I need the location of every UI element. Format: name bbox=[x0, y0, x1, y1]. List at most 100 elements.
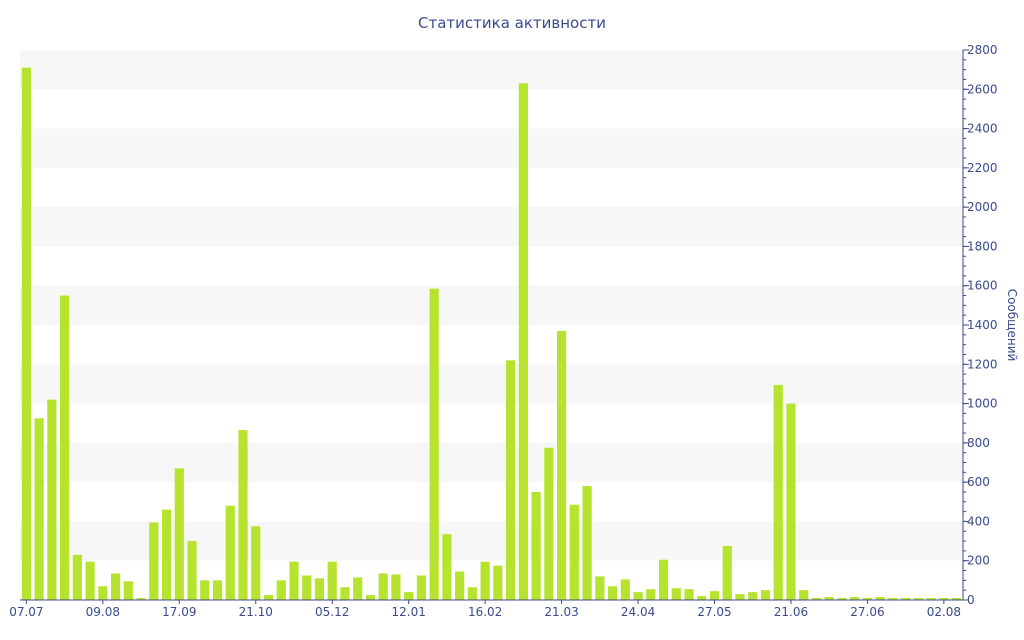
bar bbox=[875, 597, 885, 600]
background-band bbox=[20, 285, 963, 325]
background-band bbox=[20, 128, 963, 168]
bar bbox=[952, 598, 962, 600]
bar bbox=[709, 591, 720, 600]
bar bbox=[799, 590, 809, 600]
y-tick-label: 2400 bbox=[967, 122, 998, 136]
bar bbox=[200, 580, 210, 600]
x-tick-label: 21.03 bbox=[544, 605, 578, 619]
x-tick-label: 16.02 bbox=[468, 605, 502, 619]
chart-title: Статистика активности bbox=[418, 14, 606, 32]
bar bbox=[493, 565, 503, 600]
y-axis-label: Сообщений bbox=[1005, 289, 1019, 362]
bar bbox=[531, 491, 541, 600]
x-axis: 07.07 09.08 17.09 21.10 05.12 12.01 16.02 21.03… bbox=[9, 599, 963, 619]
background-band bbox=[20, 50, 963, 90]
bar bbox=[404, 592, 414, 600]
bar bbox=[212, 580, 223, 600]
y-tick-label: 1000 bbox=[967, 397, 998, 411]
bar bbox=[646, 589, 656, 600]
y-tick-label: 2000 bbox=[967, 200, 998, 214]
bar bbox=[314, 578, 325, 600]
bar bbox=[391, 574, 401, 600]
bar bbox=[340, 587, 350, 600]
bar bbox=[161, 509, 172, 600]
bar bbox=[416, 575, 426, 600]
x-tick-label: 05.12 bbox=[315, 605, 349, 619]
bar bbox=[136, 598, 146, 600]
bar bbox=[862, 598, 873, 600]
bar bbox=[607, 586, 618, 600]
bar bbox=[760, 590, 771, 600]
bar bbox=[569, 504, 579, 600]
bar bbox=[251, 526, 261, 600]
bar bbox=[174, 468, 184, 600]
bar bbox=[467, 587, 477, 600]
y-tick-label: 0 bbox=[967, 593, 975, 607]
background-band bbox=[20, 521, 963, 561]
bar bbox=[684, 589, 694, 600]
bar bbox=[276, 580, 286, 600]
bar bbox=[824, 597, 834, 600]
bar bbox=[353, 577, 363, 600]
bar bbox=[98, 586, 108, 600]
bar bbox=[289, 561, 299, 600]
bar bbox=[850, 597, 860, 600]
x-tick-label: 21.06 bbox=[774, 605, 808, 619]
bar bbox=[429, 288, 439, 600]
bar bbox=[378, 573, 388, 600]
x-tick-label: 27.06 bbox=[850, 605, 884, 619]
y-tick-label: 600 bbox=[967, 475, 990, 489]
bar bbox=[480, 561, 490, 600]
bar bbox=[263, 595, 274, 600]
y-tick-label: 400 bbox=[967, 514, 990, 528]
bar bbox=[557, 330, 567, 600]
bar bbox=[544, 447, 554, 600]
background-band bbox=[20, 207, 963, 247]
background-bands bbox=[20, 50, 963, 561]
bar bbox=[187, 541, 197, 600]
x-tick-label: 12.01 bbox=[391, 605, 425, 619]
bar bbox=[633, 592, 643, 600]
bar bbox=[442, 534, 452, 600]
bar bbox=[913, 598, 923, 600]
bar bbox=[72, 554, 82, 600]
bar bbox=[518, 83, 528, 600]
bar bbox=[888, 598, 898, 600]
y-tick-label: 800 bbox=[967, 436, 990, 450]
x-tick-label: 07.07 bbox=[9, 605, 43, 619]
x-tick-label: 27.05 bbox=[697, 605, 731, 619]
x-tick-label: 09.08 bbox=[86, 605, 120, 619]
bar bbox=[34, 418, 44, 600]
bar-series bbox=[21, 67, 962, 600]
bar bbox=[786, 403, 796, 600]
y-tick-label: 2800 bbox=[967, 43, 998, 57]
bar bbox=[595, 576, 605, 600]
bar bbox=[939, 598, 949, 600]
bar bbox=[60, 295, 70, 600]
bar bbox=[302, 575, 312, 600]
y-axis: 0 200 400 600 800 1000 1200 1400 1600 1800 2000 220… bbox=[962, 43, 998, 607]
x-tick-label: 21.10 bbox=[239, 605, 273, 619]
bar bbox=[225, 505, 235, 600]
y-tick-label: 1400 bbox=[967, 318, 998, 332]
bar bbox=[47, 399, 57, 600]
bar bbox=[722, 545, 732, 600]
bar bbox=[21, 67, 31, 600]
bar bbox=[327, 561, 337, 600]
bar bbox=[748, 592, 758, 600]
bar bbox=[149, 522, 159, 600]
y-tick-label: 2200 bbox=[967, 161, 998, 175]
bar bbox=[837, 598, 847, 600]
background-band bbox=[20, 364, 963, 404]
bar bbox=[365, 595, 376, 600]
bar bbox=[697, 596, 707, 600]
bar bbox=[110, 573, 121, 600]
bar bbox=[85, 561, 95, 600]
x-tick-label: 17.09 bbox=[162, 605, 196, 619]
y-tick-label: 1600 bbox=[967, 279, 998, 293]
y-tick-label: 1800 bbox=[967, 239, 998, 253]
x-tick-label: 24.04 bbox=[621, 605, 655, 619]
y-tick-label: 1200 bbox=[967, 357, 998, 371]
bar bbox=[620, 579, 630, 600]
